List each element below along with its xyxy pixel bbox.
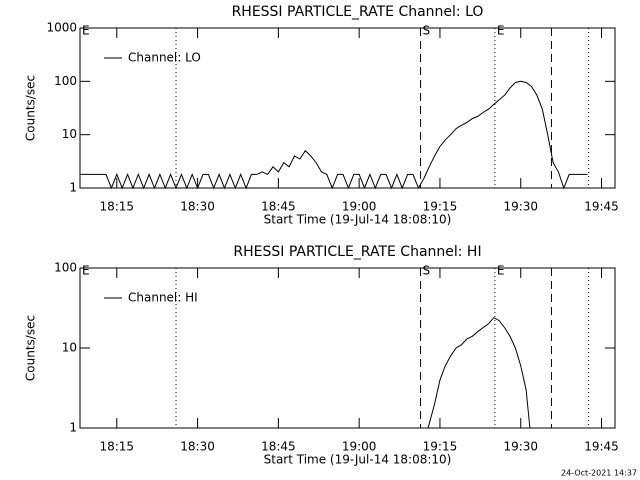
x-tick-label: 19:00: [342, 440, 377, 454]
x-tick-label: 19:30: [503, 200, 538, 214]
x-tick-label: 18:45: [261, 440, 296, 454]
x-tick-label: 18:45: [261, 200, 296, 214]
x-tick-label: 18:30: [180, 440, 215, 454]
time-marker-label: E: [497, 264, 505, 278]
x-tick-label: 18:15: [99, 440, 134, 454]
x-tick-label: 19:00: [342, 200, 377, 214]
x-tick-label: 19:15: [423, 200, 458, 214]
data-line: [427, 316, 531, 429]
time-marker-label: E: [82, 24, 90, 38]
y-tick-label: 1: [69, 421, 77, 435]
x-tick-label: 19:30: [503, 440, 538, 454]
footer: 24-Oct-2021 14:37: [561, 469, 637, 478]
x-tick-label: 19:45: [584, 440, 619, 454]
y-axis-label: Counts/sec: [24, 315, 38, 381]
legend-label: Channel: LO: [128, 51, 201, 65]
y-axis-label: Counts/sec: [24, 75, 38, 141]
y-tick-label: 10: [62, 127, 77, 141]
y-tick-label: 10: [62, 341, 77, 355]
y-tick-label: 100: [54, 74, 77, 88]
x-axis-label: Start Time (19-Jul-14 18:08:10): [264, 213, 452, 227]
chart-title: RHESSI PARTICLE_RATE Channel: LO: [232, 4, 484, 20]
x-tick-label: 19:45: [584, 200, 619, 214]
y-tick-label: 100: [54, 261, 77, 275]
x-axis-label: Start Time (19-Jul-14 18:08:10): [264, 453, 452, 467]
data-line: [80, 80, 588, 190]
y-tick-label: 1: [69, 181, 77, 195]
x-tick-label: 19:15: [423, 440, 458, 454]
y-tick-label: 1000: [46, 21, 77, 35]
x-tick-label: 18:15: [99, 200, 134, 214]
time-marker-label: S: [423, 264, 431, 278]
x-tick-label: 18:30: [180, 200, 215, 214]
chart-title: RHESSI PARTICLE_RATE Channel: HI: [233, 244, 481, 260]
time-marker-label: E: [82, 264, 90, 278]
time-marker-label: E: [497, 24, 505, 38]
time-marker-label: S: [423, 24, 431, 38]
legend-label: Channel: HI: [128, 291, 198, 305]
